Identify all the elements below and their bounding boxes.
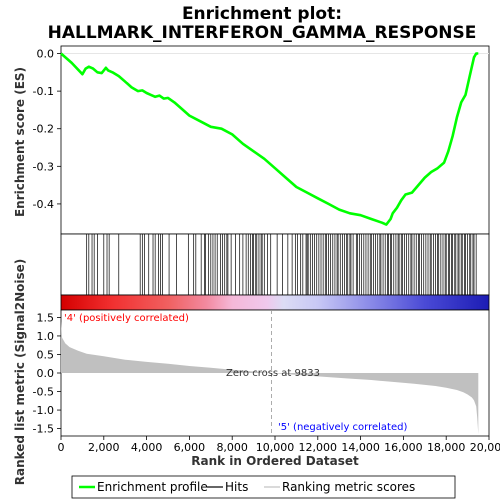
legend-label-enrichment-profile: Enrichment profile: [97, 480, 208, 494]
metric-tick-label: -1.5: [33, 423, 54, 436]
metric-tick-label: 1.0: [37, 330, 55, 343]
es-curve: [60, 52, 479, 226]
chart-title-line1: Enrichment plot:: [182, 4, 342, 24]
x-axis-title: Rank in Ordered Dataset: [191, 454, 359, 468]
x-tick-label: 14,000: [341, 441, 380, 454]
legend-label-hits: Hits: [225, 480, 248, 494]
x-tick-label: 10,000: [256, 441, 295, 454]
x-tick-label: 2,000: [88, 441, 120, 454]
es-axis-ticks: 0.0 -0.1 -0.2 -0.3 -0.4: [33, 48, 61, 211]
metric-tick-label: 1.5: [37, 311, 55, 324]
positive-correlation-label: '4' (positively correlated): [64, 313, 189, 324]
es-tick-label: -0.2: [33, 123, 54, 136]
x-tick-label: 16,000: [384, 441, 423, 454]
metric-axis-title: Ranked list metric (Signal2Noise): [13, 259, 27, 486]
legend: Enrichment profile Hits Ranking metric s…: [71, 475, 456, 499]
hits-panel: [60, 233, 490, 296]
es-panel-frame: [60, 45, 490, 235]
es-tick-label: -0.1: [33, 85, 54, 98]
x-tick-label: 18,000: [427, 441, 466, 454]
rank-color-bar: [60, 294, 490, 311]
metric-axis-ticks: 1.5 1.0 0.5 0.0 -0.5 -1.0 -1.5: [33, 311, 61, 436]
hit-lines: [86, 234, 477, 295]
x-tick-label: 6,000: [174, 441, 206, 454]
x-axis-ticks: 0 2,000 4,000 6,000 8,000 10,000 12,000 14,000 1…: [58, 436, 500, 454]
x-tick-label: 20,000: [470, 441, 500, 454]
x-tick-label: 12,000: [299, 441, 338, 454]
es-panel: 0.0 -0.1 -0.2 -0.3 -0.4: [33, 45, 490, 235]
metric-tick-label: 0.0: [37, 367, 55, 380]
x-tick-label: 8,000: [216, 441, 248, 454]
metric-area: [61, 321, 479, 435]
es-tick-label: -0.3: [33, 160, 54, 173]
es-axis-title: Enrichment score (ES): [13, 67, 27, 217]
negative-correlation-label: '5' (negatively correlated): [278, 422, 407, 433]
chart-title-line2: HALLMARK_INTERFERON_GAMMA_RESPONSE: [48, 23, 477, 43]
legend-frame: [71, 475, 456, 499]
x-tick-label: 0: [58, 441, 65, 454]
legend-label-ranking-metric: Ranking metric scores: [282, 480, 415, 494]
metric-tick-label: -0.5: [33, 386, 54, 399]
hits-panel-frame: [60, 233, 490, 296]
x-tick-label: 4,000: [131, 441, 163, 454]
metric-tick-label: 0.5: [37, 348, 55, 361]
zero-cross-annotation: Zero cross at 9833: [226, 368, 320, 379]
metric-tick-label: -1.0: [33, 404, 54, 417]
es-tick-label: -0.4: [33, 198, 54, 211]
metric-panel: 1.5 1.0 0.5 0.0 -0.5 -1.0 -1.5 '4' (positively…: [33, 309, 490, 437]
es-tick-label: 0.0: [37, 48, 55, 61]
